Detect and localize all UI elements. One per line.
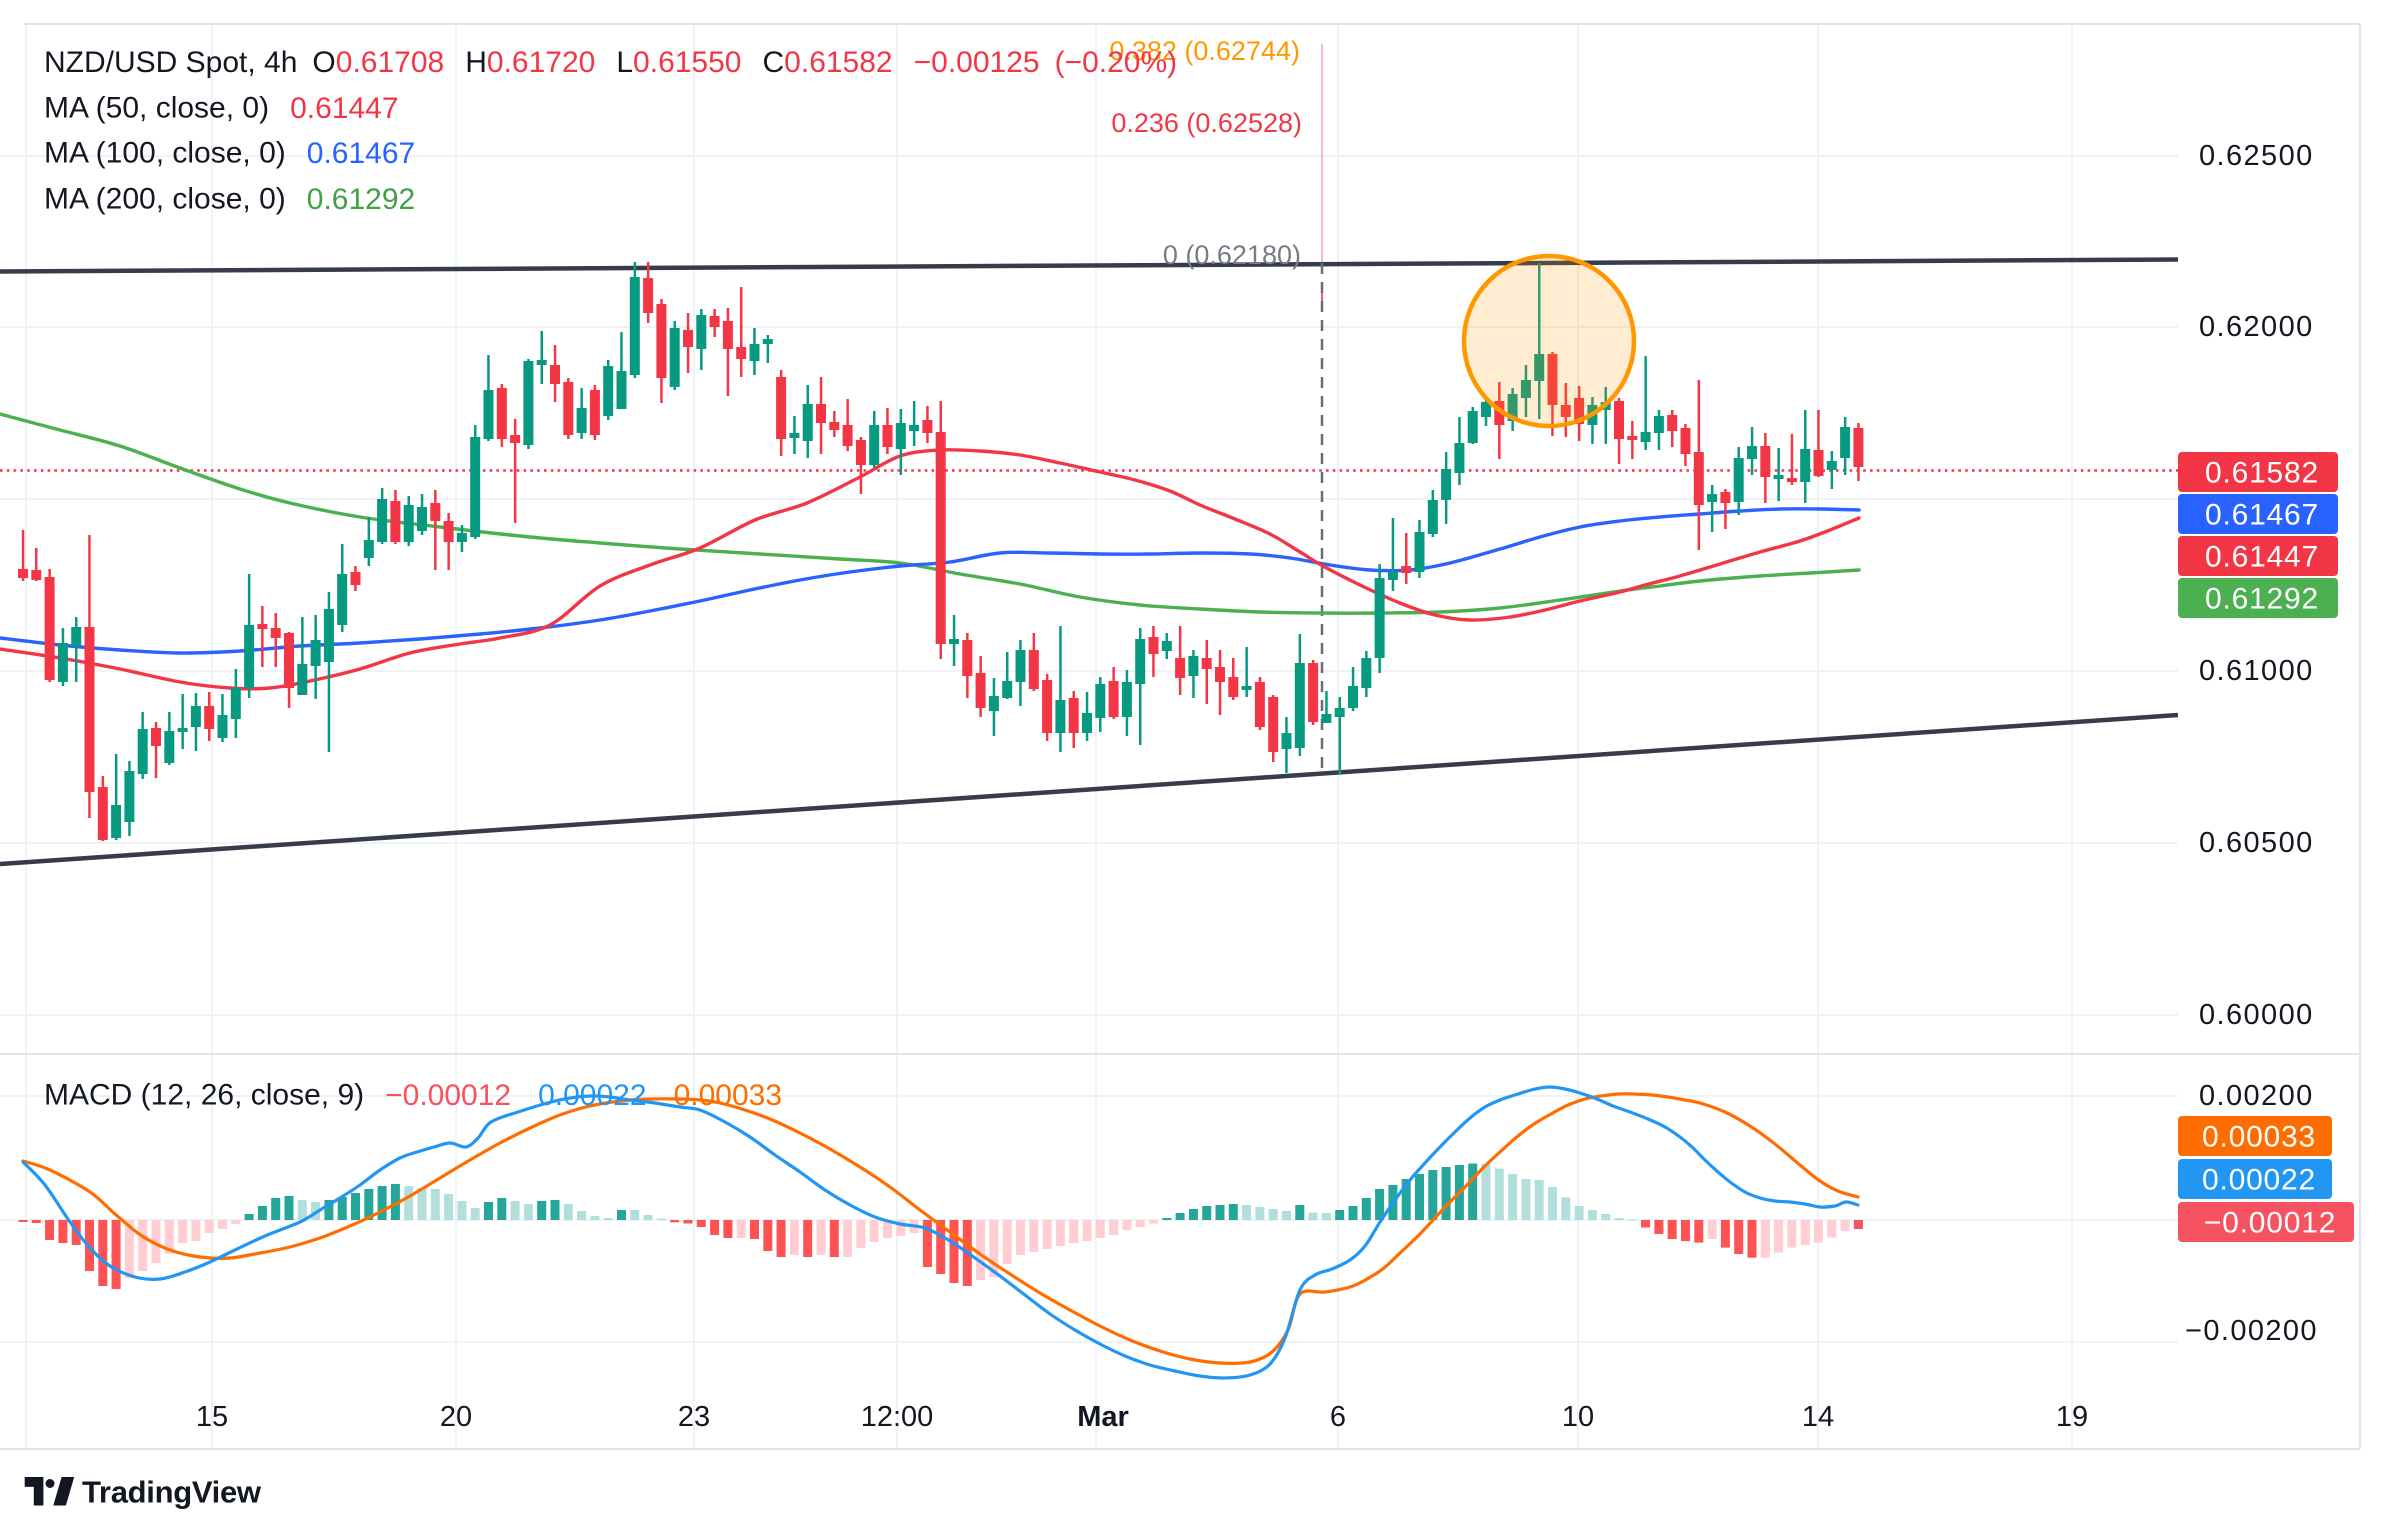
svg-text:12:00: 12:00 [861,1401,934,1433]
svg-text:MA (100, close, 0) 0.61467: MA (100, close, 0) 0.61467 [44,137,415,170]
svg-text:20: 20 [440,1401,472,1433]
svg-text:0 (0.62180): 0 (0.62180) [1163,240,1301,270]
svg-text:6: 6 [1330,1401,1346,1433]
svg-text:−0.00200: −0.00200 [2185,1315,2318,1347]
svg-text:0.62500: 0.62500 [2199,140,2314,172]
svg-text:MA (50, close, 0) 0.61447: MA (50, close, 0) 0.61447 [44,92,399,125]
svg-text:−0.00012: −0.00012 [2204,1207,2336,1240]
svg-text:0.00200: 0.00200 [2199,1080,2314,1112]
svg-text:0.00022: 0.00022 [2202,1164,2316,1197]
svg-text:0.61467: 0.61467 [2205,499,2319,532]
svg-text:MACD (12, 26, close, 9) −0.00: MACD (12, 26, close, 9) −0.00012 0.00022… [44,1079,782,1112]
svg-text:Mar: Mar [1077,1401,1129,1433]
svg-text:14: 14 [1802,1401,1834,1433]
svg-text:23: 23 [678,1401,710,1433]
svg-text:NZD/USD Spot, 4h O0.61708 H0.: NZD/USD Spot, 4h O0.61708 H0.61720 L0.61… [44,46,1177,79]
svg-text:0.60000: 0.60000 [2199,999,2314,1031]
svg-text:0.61447: 0.61447 [2205,541,2319,574]
svg-text:0.61292: 0.61292 [2205,583,2319,616]
svg-text:15: 15 [196,1401,228,1433]
svg-text:MA (200, close, 0) 0.61292: MA (200, close, 0) 0.61292 [44,183,415,216]
svg-text:10: 10 [1562,1401,1594,1433]
svg-text:0.61582: 0.61582 [2205,457,2319,490]
svg-text:0.00033: 0.00033 [2202,1121,2316,1154]
svg-text:TradingView: TradingView [82,1475,262,1510]
svg-text:0.62000: 0.62000 [2199,311,2314,343]
svg-text:19: 19 [2056,1401,2088,1433]
svg-text:0.60500: 0.60500 [2199,827,2314,859]
svg-text:0.382 (0.62744): 0.382 (0.62744) [1109,36,1300,66]
svg-text:0.61000: 0.61000 [2199,655,2314,687]
svg-text:0.236 (0.62528): 0.236 (0.62528) [1111,108,1302,138]
